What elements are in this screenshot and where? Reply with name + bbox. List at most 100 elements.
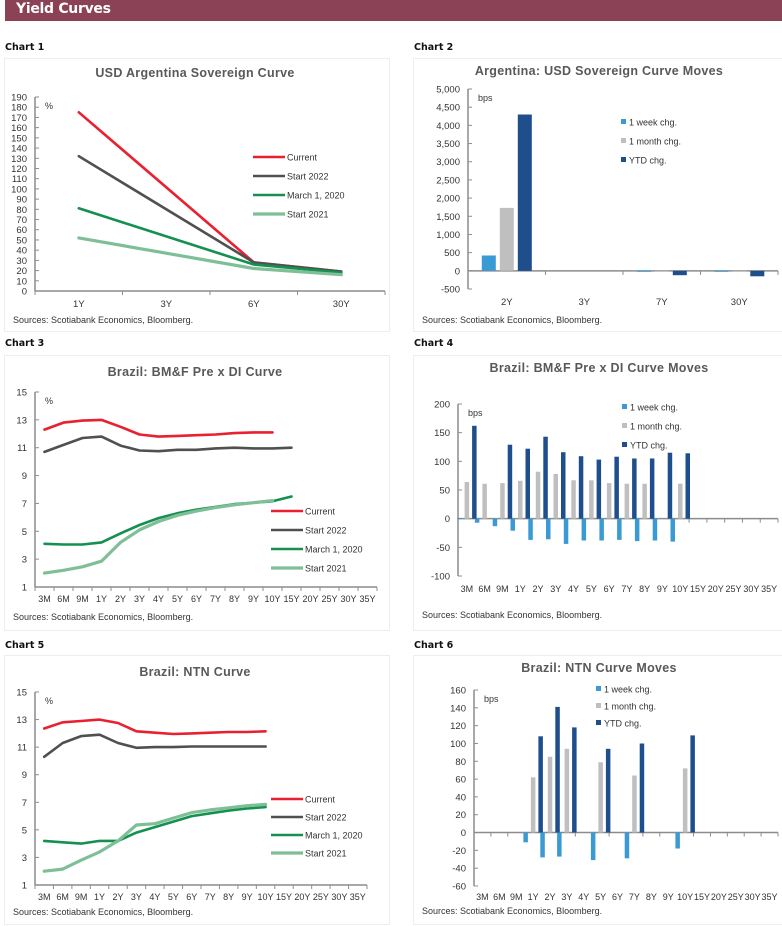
x-tick-label: 3Y	[578, 297, 590, 308]
y-tick-label: 20	[16, 266, 27, 277]
chart-4-svg: Brazil: BM&F Pre x DI Curve Moves -100 -50…	[422, 361, 779, 620]
bar-ytd-chg	[517, 114, 532, 271]
x-tick-label: 15Y	[283, 594, 299, 604]
x-tick-label: 6Y	[612, 892, 623, 902]
legend-swatch	[622, 423, 627, 428]
x-tick-label: 25Y	[313, 892, 329, 902]
y-tick-label: 60	[455, 775, 466, 786]
x-tick-label: 1Y	[73, 299, 85, 310]
y-tick-label: -500	[441, 285, 460, 296]
source-note: Sources: Scotiabank Economics, Bloomberg…	[422, 315, 602, 325]
y-unit-label: bps	[484, 694, 499, 704]
x-tick-label: 9Y	[248, 594, 259, 604]
y-tick-label: 200	[434, 400, 450, 411]
x-tick-label: 2Y	[501, 297, 513, 308]
legend-label: 1 month chg.	[604, 702, 656, 712]
y-tick-label: 100	[11, 184, 27, 195]
series-line-start-2021	[77, 236, 343, 277]
bar-1-week-chg	[636, 270, 651, 272]
bar-1-month-chg	[598, 762, 603, 833]
bar-1-week-chg	[652, 518, 658, 541]
bar-ytd-chg	[578, 456, 584, 519]
x-tick-label: 10Y	[264, 594, 280, 604]
x-tick-label: 6Y	[186, 892, 197, 902]
x-tick-label: 3Y	[561, 892, 572, 902]
bar-1-week-chg	[670, 518, 675, 542]
x-tick-label: 7Y	[621, 584, 632, 594]
y-tick-label: 4,000	[436, 121, 460, 132]
bar-ytd-chg	[572, 727, 577, 833]
x-tick-label: 4Y	[578, 892, 589, 902]
bar-1-month-chg	[530, 777, 536, 833]
legend-label: YTD chg.	[630, 441, 668, 451]
legend-label: 1 month chg.	[630, 422, 682, 432]
legend-label: Start 2021	[305, 849, 347, 859]
bar-1-month-chg	[518, 480, 523, 519]
y-tick-label: 60	[16, 225, 27, 236]
legend-label: Current	[287, 153, 318, 163]
y-tick-label: 100	[450, 739, 466, 750]
y-tick-label: 1	[22, 881, 27, 892]
legend-label: YTD chg.	[604, 719, 642, 729]
source-note: Sources: Scotiabank Economics, Bloomberg…	[13, 612, 193, 622]
x-tick-label: 35Y	[350, 892, 366, 902]
y-tick-label: 150	[11, 133, 27, 144]
chart-6-label: Chart 6	[414, 640, 454, 651]
x-tick-label: 3M	[38, 594, 51, 604]
x-tick-label: 35Y	[359, 594, 375, 604]
y-tick-label: -20	[452, 846, 466, 857]
bar-ytd-chg	[543, 436, 548, 519]
y-tick-label: 15	[16, 388, 27, 399]
bar-1-week-chg	[634, 518, 640, 542]
x-tick-label: 15Y	[276, 892, 292, 902]
x-tick-label: 6M	[56, 892, 69, 902]
y-unit-label: bps	[478, 93, 493, 103]
bar-ytd-chg	[605, 748, 611, 833]
x-tick-label: 35Y	[762, 892, 778, 902]
bar-ytd-chg	[690, 735, 695, 833]
bar-1-month-chg	[732, 270, 747, 272]
x-tick-label: 3M	[461, 584, 474, 594]
bar-1-week-chg	[546, 518, 551, 540]
y-tick-label: 1	[22, 583, 27, 594]
chart-3-label: Chart 3	[5, 338, 45, 349]
x-tick-label: 4Y	[149, 892, 160, 902]
bar-1-month-chg	[464, 482, 470, 519]
series-line-march-1-2020	[42, 805, 267, 845]
bar-ytd-chg	[555, 706, 560, 833]
legend-label: Start 2021	[287, 210, 329, 220]
x-tick-label: 1Y	[96, 594, 107, 604]
y-tick-label: 7	[22, 798, 27, 809]
x-tick-label: 5Y	[168, 892, 179, 902]
series-line-current	[43, 418, 274, 438]
chart-3-panel: Brazil: BM&F Pre x DI Curve 1 3 5 7 9 11 13 15% 3…	[4, 355, 390, 631]
x-tick-label: 10Y	[672, 584, 688, 594]
x-tick-label: 7Y	[210, 594, 221, 604]
y-tick-label: 2,000	[436, 194, 460, 205]
y-tick-label: 3,000	[436, 157, 460, 168]
chart-2-label: Chart 2	[414, 42, 454, 53]
x-tick-label: 6M	[57, 594, 70, 604]
x-tick-label: 3Y	[160, 299, 172, 310]
x-tick-label: 7Y	[656, 297, 668, 308]
x-tick-label: 2Y	[532, 584, 543, 594]
legend-swatch	[596, 720, 601, 725]
chart-title: Argentina: USD Sovereign Curve Moves	[475, 64, 723, 78]
y-tick-label: 50	[16, 235, 27, 246]
x-tick-label: 9M	[76, 594, 89, 604]
x-tick-label: 5Y	[172, 594, 183, 604]
chart-2-svg: Argentina: USD Sovereign Curve Moves -500…	[422, 64, 779, 325]
bar-1-week-chg	[581, 518, 587, 541]
y-tick-label: 0	[455, 266, 460, 277]
x-tick-label: 9Y	[242, 892, 253, 902]
bar-1-month-chg	[553, 473, 558, 519]
y-tick-label: 4,500	[436, 103, 460, 114]
y-tick-label: 90	[16, 195, 27, 206]
bar-1-month-chg	[654, 270, 669, 272]
y-unit-label: bps	[468, 408, 483, 418]
section-banner: Yield Curves	[5, 0, 782, 21]
bar-1-month-chg	[535, 471, 541, 519]
bar-1-week-chg	[624, 832, 630, 859]
bar-1-month-chg	[571, 480, 576, 519]
legend-label: 1 week chg.	[630, 403, 678, 413]
